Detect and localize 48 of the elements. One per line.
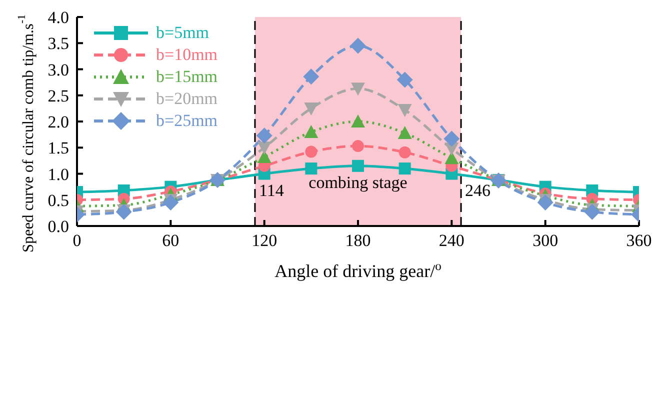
x-axis-title: Angle of driving gear/$^{o}$ bbox=[274, 259, 442, 281]
point bbox=[305, 146, 318, 158]
legend-label: b=20mm bbox=[156, 89, 218, 109]
y-tick-label: 1.5 bbox=[48, 138, 69, 158]
x-tick-label: 300 bbox=[532, 231, 558, 250]
y-tick-label: 0.0 bbox=[48, 217, 69, 236]
y-tick-label: 2.0 bbox=[48, 112, 69, 132]
point bbox=[305, 162, 318, 175]
point bbox=[257, 150, 272, 164]
point bbox=[303, 68, 320, 85]
legend-label: b=10mm bbox=[156, 45, 218, 65]
point bbox=[256, 128, 272, 144]
point bbox=[398, 146, 411, 158]
point bbox=[162, 194, 179, 210]
x-tick-label: 360 bbox=[626, 231, 652, 250]
point bbox=[304, 102, 318, 116]
x-tick-label: 240 bbox=[438, 231, 464, 250]
point bbox=[398, 162, 411, 175]
point bbox=[584, 204, 600, 220]
point bbox=[444, 151, 459, 164]
point bbox=[352, 140, 364, 152]
ref-line-label: 246 bbox=[465, 181, 491, 200]
point bbox=[350, 38, 366, 54]
point bbox=[304, 124, 318, 138]
point bbox=[352, 160, 364, 172]
legend-label: b=25mm bbox=[156, 111, 218, 131]
y-tick-label: 1.0 bbox=[48, 164, 69, 184]
point bbox=[444, 130, 460, 147]
y-tick-label: 0.5 bbox=[48, 190, 69, 210]
y-tick-label: 3.0 bbox=[48, 60, 69, 80]
legend-label: b=15mm bbox=[156, 67, 218, 87]
legend-label: b=5mm bbox=[156, 23, 210, 43]
point bbox=[396, 72, 413, 88]
y-tick-label: 4.0 bbox=[48, 8, 69, 28]
point bbox=[398, 126, 412, 139]
x-tick-label: 60 bbox=[162, 231, 180, 250]
x-tick-label: 0 bbox=[72, 231, 82, 250]
point bbox=[351, 82, 365, 96]
point bbox=[351, 114, 365, 128]
x-tick-label: 120 bbox=[252, 231, 278, 250]
y-tick-label: 2.5 bbox=[48, 86, 69, 106]
x-tick-label: 180 bbox=[345, 231, 371, 250]
band-label: combing stage bbox=[308, 173, 408, 192]
y-tick-label: 3.5 bbox=[48, 34, 69, 54]
point bbox=[398, 104, 412, 118]
ref-line-label: 114 bbox=[258, 181, 284, 200]
point bbox=[257, 142, 272, 155]
point bbox=[537, 194, 554, 210]
